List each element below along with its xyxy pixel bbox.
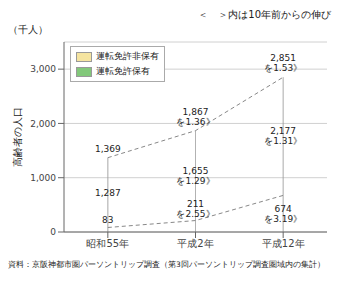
svg-text:3,000: 3,000: [30, 64, 56, 74]
svg-text:1,369: 1,369: [95, 144, 121, 154]
svg-text:1,655を1.29》: 1,655を1.29》: [176, 166, 214, 186]
svg-text:674を3.19》: 674を3.19》: [264, 204, 302, 224]
svg-text:平成2年: 平成2年: [177, 238, 213, 249]
svg-text:高齢者の人口: 高齢者の人口: [12, 107, 23, 167]
svg-text:83: 83: [102, 215, 113, 225]
svg-text:0: 0: [50, 227, 56, 237]
svg-text:昭和55年: 昭和55年: [86, 238, 129, 249]
html-text:＜ ＞内は10年前からの伸び: ＜ ＞内は10年前からの伸び: [198, 9, 331, 20]
svg-text:平成12年: 平成12年: [262, 238, 305, 249]
html-text:（千人）: （千人）: [8, 24, 48, 35]
svg-text:1,000: 1,000: [30, 173, 56, 183]
svg-text:1,867を1.36》: 1,867を1.36》: [176, 107, 214, 127]
html-text:資料：京阪神都市圏パーソントリップ調査（第3回パーソントリッ: 資料：京阪神都市圏パーソントリップ調査（第3回パーソントリップ調査圏域内の集計）: [8, 260, 325, 269]
svg-text:211を2.55》: 211を2.55》: [176, 199, 214, 219]
svg-text:1,287: 1,287: [95, 188, 121, 198]
html-text:運転免許非保有: 運転免許非保有: [96, 51, 159, 61]
html-text:運転免許保有: 運転免許保有: [96, 66, 150, 76]
svg-text:2,000: 2,000: [30, 119, 56, 129]
svg-text:2,177を1.31》: 2,177を1.31》: [264, 126, 302, 146]
svg-text:2,851を1.53》: 2,851を1.53》: [264, 53, 302, 73]
